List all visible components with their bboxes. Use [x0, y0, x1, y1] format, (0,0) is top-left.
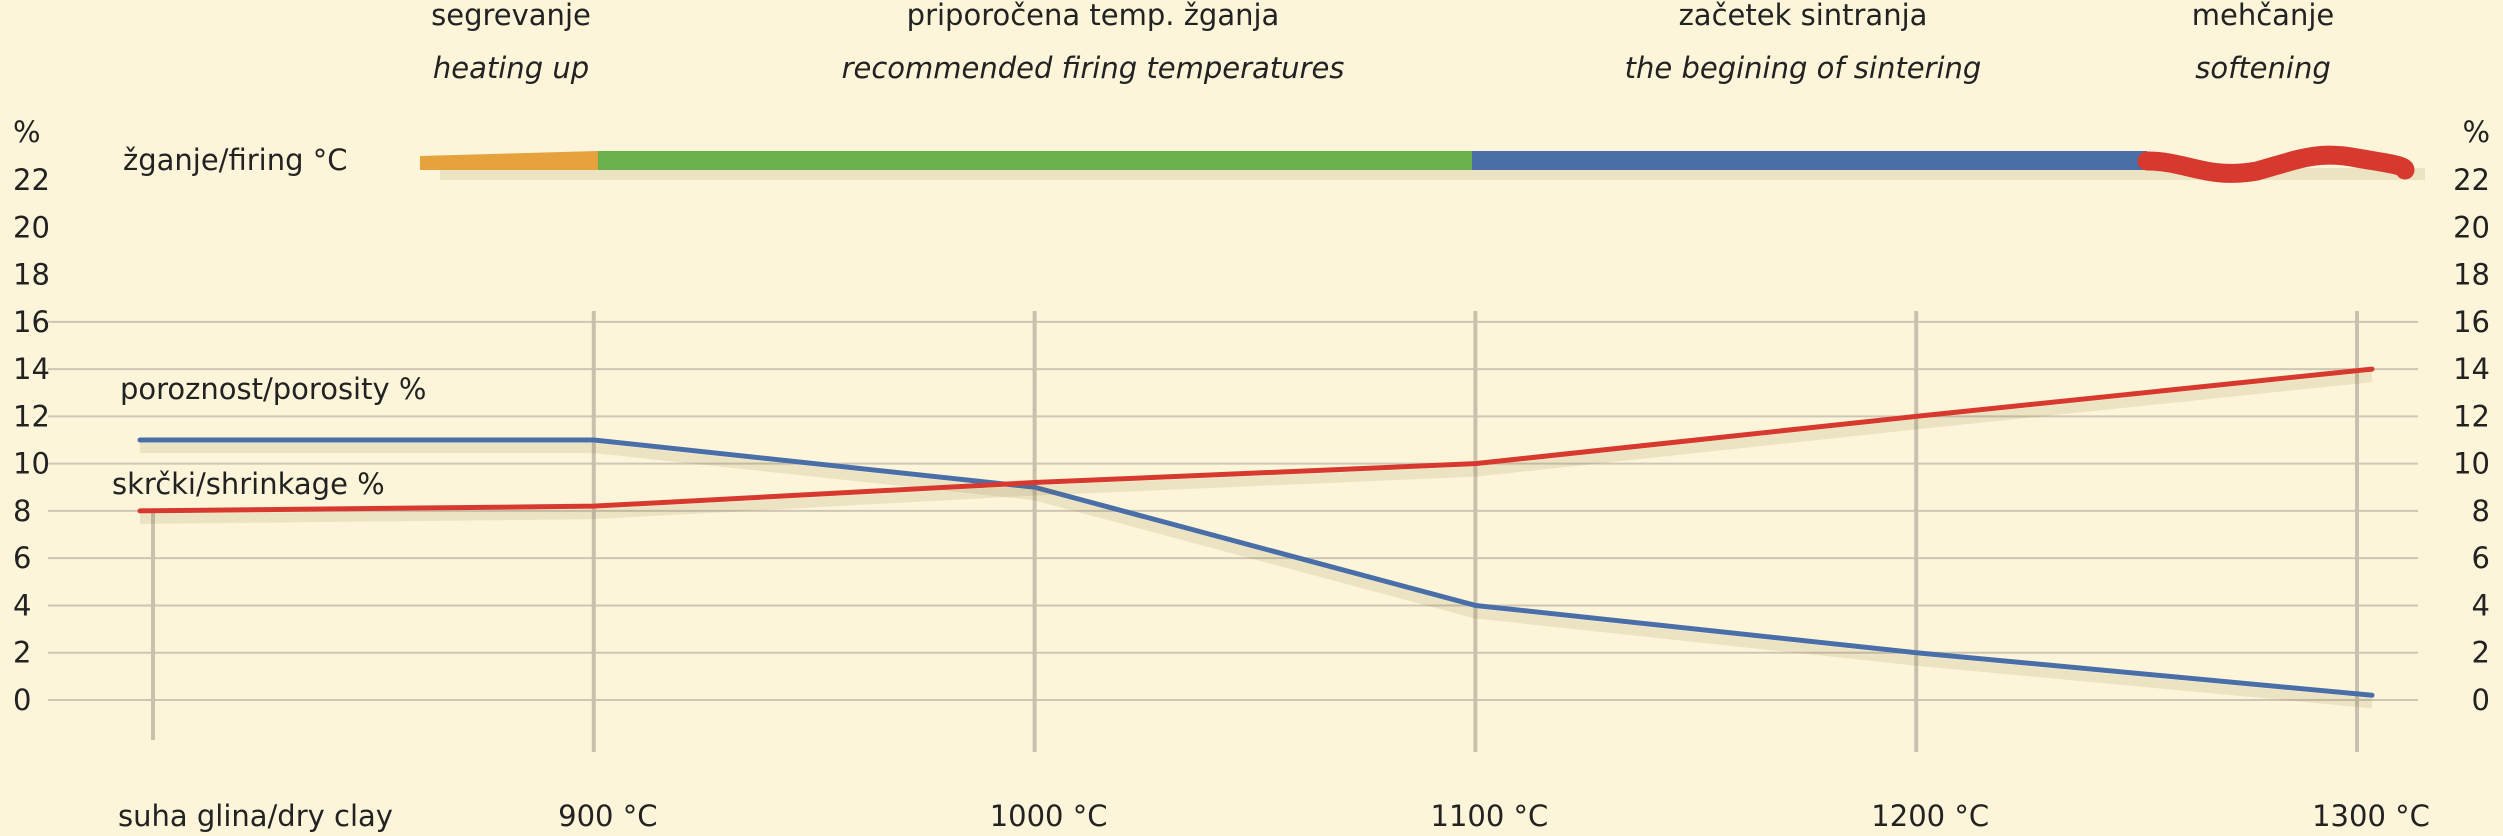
y-tick-label: 16 — [13, 305, 50, 339]
y-tick-label: 20 — [13, 210, 50, 244]
y-tick-label-right: 16 — [2453, 305, 2490, 339]
series-line — [137, 366, 2375, 514]
y-tick-label: 0 — [13, 683, 31, 717]
series-shadow — [139, 372, 2373, 524]
firing-stage — [420, 151, 598, 170]
y-tick-label-right: 18 — [2453, 258, 2490, 292]
y-tick-label: 8 — [13, 494, 31, 528]
y-tick-label-right: 22 — [2453, 163, 2490, 197]
stage-name: mehčanje — [2192, 0, 2334, 32]
y-tick-label-right: 14 — [2453, 352, 2490, 386]
stage-name-en: the begining of sintering — [1625, 51, 1982, 85]
stage-name: segrevanje — [431, 0, 591, 32]
legend-entry: poroznost/porosity % — [120, 372, 426, 406]
stage-name-en: heating up — [433, 51, 589, 85]
stage-name-en: softening — [2195, 51, 2331, 85]
x-tick-label: 900 °C — [558, 799, 657, 833]
firing-shadow — [618, 168, 1492, 180]
y-tick-label: 4 — [13, 588, 31, 622]
firing-shadow — [1492, 168, 2167, 180]
y-tick-label: 22 — [13, 163, 50, 197]
x-tick-label: 1200 °C — [1871, 799, 1989, 833]
x-tick-label: 1300 °C — [2312, 799, 2430, 833]
y-tick-label-right: 20 — [2453, 210, 2490, 244]
y-tick-label-right: 12 — [2453, 399, 2490, 433]
y-tick-label: 10 — [13, 447, 50, 481]
x-tick-label: suha glina/dry clay — [118, 799, 393, 833]
stage-name: priporočena temp. žganja — [907, 0, 1280, 32]
y-tick-label-right: 8 — [2472, 494, 2490, 528]
y-axis-label: % — [13, 115, 41, 149]
y-tick-label: 18 — [13, 258, 50, 292]
firing-shadow — [440, 168, 618, 180]
firing-stage — [2137, 145, 2415, 183]
legend-entry: skrčki/shrinkage % — [112, 467, 385, 501]
y-tick-label: 6 — [13, 541, 31, 575]
y-tick-label-right: 4 — [2472, 588, 2490, 622]
y-axis-label-right: % — [2462, 115, 2490, 149]
stage-name-en: recommended firing temperatures — [842, 51, 1345, 85]
y-tick-label-right: 10 — [2453, 447, 2490, 481]
series-shadow — [140, 443, 2373, 709]
firing-stage — [1472, 151, 2147, 170]
firing-label: žganje/firing °C — [123, 143, 347, 177]
x-tick-label: 1000 °C — [990, 799, 1108, 833]
y-tick-label-right: 0 — [2472, 683, 2490, 717]
y-tick-label-right: 6 — [2472, 541, 2490, 575]
x-tick-label: 1100 °C — [1431, 799, 1549, 833]
series-line — [137, 437, 2375, 698]
y-tick-label: 2 — [13, 636, 31, 670]
stage-name: začetek sintranja — [1679, 0, 1928, 32]
y-tick-label: 12 — [13, 399, 50, 433]
y-tick-label: 14 — [13, 352, 50, 386]
firing-stage — [598, 151, 1472, 170]
y-tick-label-right: 2 — [2472, 636, 2490, 670]
